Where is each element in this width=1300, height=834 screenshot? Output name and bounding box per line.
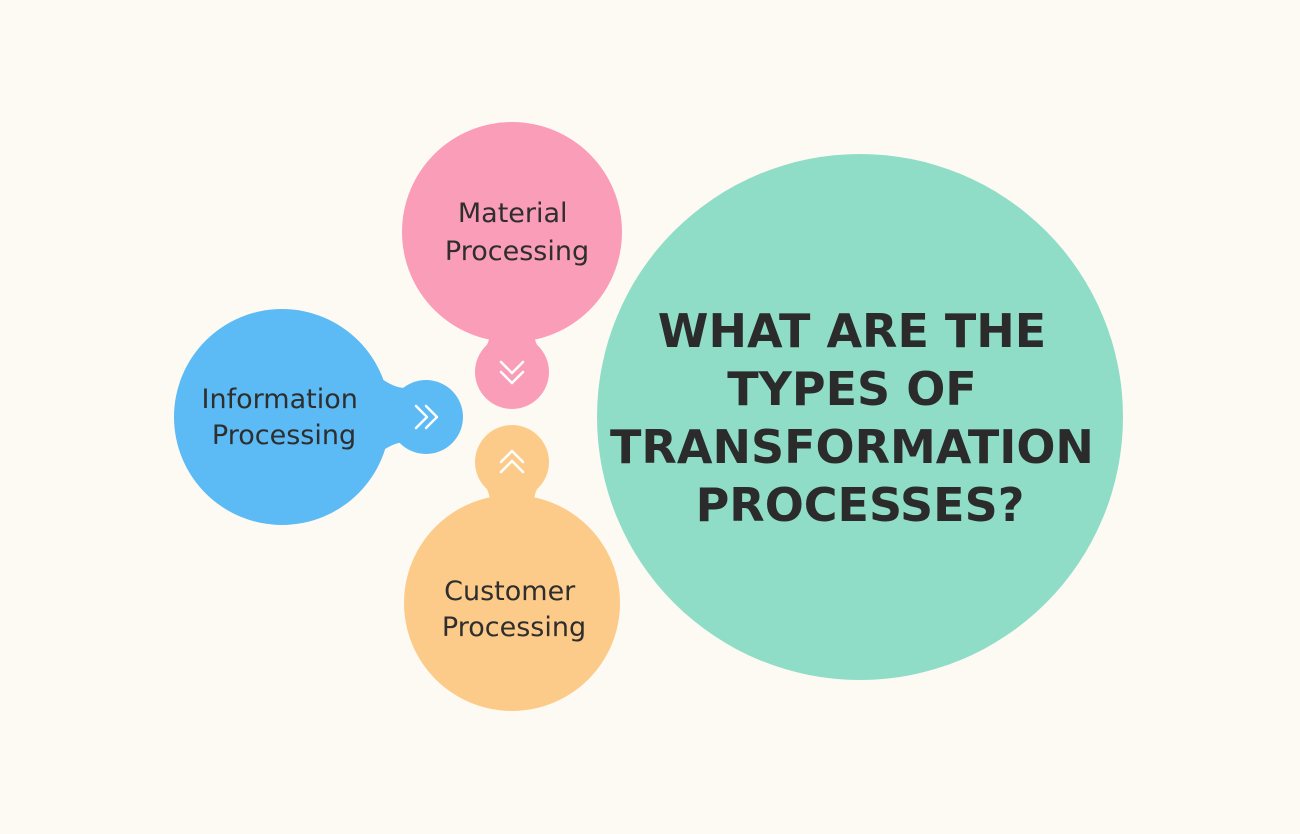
material-label: Material Processing xyxy=(445,198,589,267)
customer-label: Customer Processing xyxy=(442,576,586,643)
title-line-1: WHAT ARE THE xyxy=(658,304,1046,358)
material-processing-node: Material Processing xyxy=(402,122,622,409)
information-label-line-2: Processing xyxy=(212,420,356,451)
customer-circle xyxy=(404,495,620,711)
main-question-title: WHAT ARE THE TYPES OF TRANSFORMATION PRO… xyxy=(610,304,1110,532)
double-chevron-right-icon xyxy=(414,404,439,430)
title-line-4: PROCESSES? xyxy=(696,478,1025,532)
customer-processing-node: Customer Processing xyxy=(404,425,620,711)
customer-label-line-1: Customer xyxy=(444,576,576,607)
main-question-node: WHAT ARE THE TYPES OF TRANSFORMATION PRO… xyxy=(597,154,1123,680)
main-circle xyxy=(597,154,1123,680)
material-label-line-1: Material xyxy=(458,198,568,229)
information-label-line-1: Information xyxy=(202,384,358,415)
material-circle xyxy=(402,122,622,342)
double-chevron-up-icon xyxy=(499,449,525,474)
double-chevron-down-icon xyxy=(499,360,525,385)
title-line-2: TYPES OF xyxy=(727,362,977,416)
title-line-3: TRANSFORMATION xyxy=(610,420,1094,474)
customer-label-line-2: Processing xyxy=(442,612,586,643)
information-circle xyxy=(174,309,390,525)
information-label: Information Processing xyxy=(202,384,367,451)
information-processing-node: Information Processing xyxy=(174,309,463,525)
material-label-line-2: Processing xyxy=(445,236,589,267)
